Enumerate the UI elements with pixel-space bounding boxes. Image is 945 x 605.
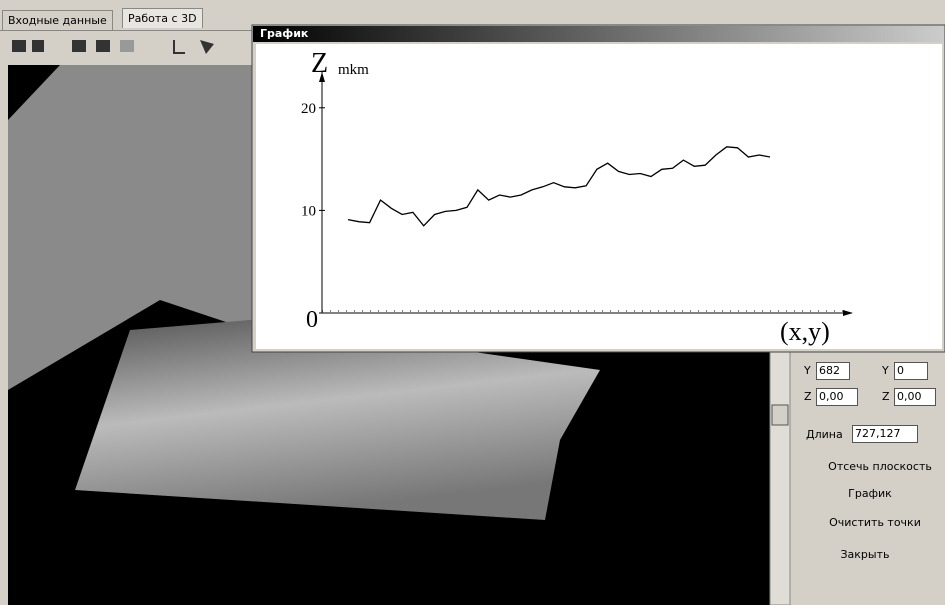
input[interactable]: 727,127: [852, 425, 918, 443]
button[interactable]: Отсечь плоскость: [805, 460, 945, 473]
x-axis-label: (x,y): [780, 317, 830, 346]
input[interactable]: 0,00: [816, 388, 858, 406]
window-title: График: [260, 27, 308, 40]
toolbar: [12, 40, 214, 54]
workspace: Zmkm (x,y) 0 10 20: [0, 0, 945, 605]
y-axis-unit: mkm: [338, 62, 369, 78]
button[interactable]: Очистить точки: [800, 516, 945, 529]
label: Z: [804, 390, 812, 403]
label: Y: [804, 364, 811, 377]
input[interactable]: 0: [894, 362, 928, 380]
y-tick-label: 20: [301, 101, 316, 117]
screen: Входные данные Работа с 3D Zmkm(x,y)0102…: [0, 0, 945, 605]
y-tick-label: 10: [301, 203, 316, 219]
label: Длина: [806, 428, 843, 441]
y-tick-label: 0: [306, 307, 318, 333]
input[interactable]: 0,00: [894, 388, 936, 406]
y-axis-label: Z: [311, 48, 328, 79]
label: Y: [882, 364, 889, 377]
button[interactable]: График: [795, 487, 945, 500]
input[interactable]: 682: [816, 362, 850, 380]
label: Z: [882, 390, 890, 403]
button[interactable]: Закрыть: [790, 548, 940, 561]
